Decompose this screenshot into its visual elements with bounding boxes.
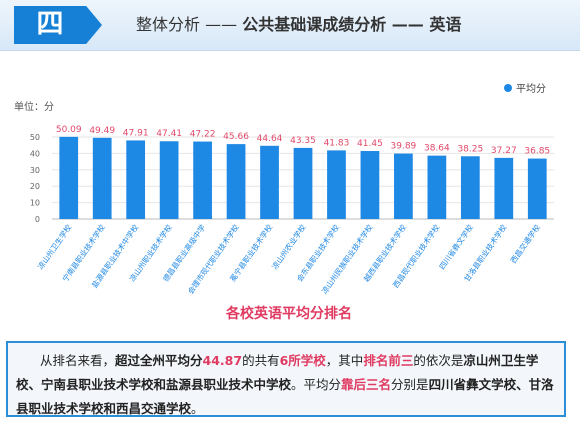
data-label: 38.64 — [424, 144, 450, 154]
unit-label: 单位：分 — [14, 100, 54, 113]
bar — [193, 141, 212, 219]
summary-bottom-three-label: 靠后三名 — [341, 377, 392, 392]
bar — [92, 137, 112, 219]
summary-box: 从排名来看，超过全州平均分44.87的共有6所学校，其中排名前三的依次是凉山州卫… — [6, 341, 566, 417]
summary-top-three-schools: 凉山州卫生学校、宁南县职业技术学校和盐源县职业技术中学校 — [16, 353, 539, 392]
bar — [427, 155, 447, 219]
summary-text-12: 分别是 — [391, 377, 429, 392]
summary-text-1: 从排名来看， — [40, 353, 116, 368]
summary-bottom-three-schools: 四川省彝文学校、甘洛县职业技术学校和西昌交通学校 — [16, 377, 554, 416]
bar — [159, 141, 179, 219]
bar — [360, 151, 380, 219]
data-label: 41.45 — [357, 139, 383, 149]
section-number: 四 — [36, 9, 64, 40]
bar — [126, 140, 146, 219]
x-category-label: 凉山州农业学校 — [269, 222, 308, 271]
bar-chart: 单位：分平均分0102030405050.09凉山州卫生学校49.49宁南县职业… — [14, 83, 554, 322]
x-category-label: 四川省彝文学校 — [437, 222, 476, 271]
section-header: 四 整体分析 —— 公共基础课成绩分析 —— 英语 — [0, 0, 580, 51]
y-tick-label: 10 — [30, 199, 40, 208]
bar — [260, 145, 279, 219]
legend-label: 平均分 — [516, 83, 546, 95]
summary-text-4: 的共有 — [242, 353, 280, 368]
bar — [59, 136, 79, 219]
data-label: 37.27 — [491, 146, 517, 156]
data-label: 38.25 — [457, 144, 483, 154]
data-label: 49.49 — [89, 126, 115, 136]
data-label: 50.09 — [56, 125, 82, 135]
data-label: 36.85 — [524, 147, 550, 157]
bar — [527, 158, 547, 219]
chart-title: 各校英语平均分排名 — [225, 305, 352, 322]
data-label: 47.41 — [156, 129, 182, 139]
bar — [226, 144, 246, 219]
title-main: 公共基础课成绩分析 —— 英语 — [242, 15, 462, 34]
y-tick-label: 20 — [30, 182, 40, 191]
y-tick-label: 40 — [30, 149, 40, 158]
data-label: 44.64 — [257, 134, 283, 144]
data-label: 47.22 — [190, 130, 216, 140]
summary-school-count: 6所学校 — [279, 353, 326, 368]
summary-text-6: ，其中 — [325, 353, 364, 368]
summary-text-8: 的依次是 — [413, 353, 464, 368]
title-prefix: 整体分析 —— — [136, 15, 243, 34]
summary-text-14: 。 — [191, 401, 204, 416]
summary-text-10: 。平均分 — [291, 377, 342, 392]
chart-panel: 单位：分 平均分 0 10 20 30 40 50 50.09 凉山州卫生学校 49.49 宁南县职业… — [14, 66, 562, 328]
x-category-label: 西昌交通学校 — [508, 222, 542, 265]
data-label: 43.35 — [290, 136, 316, 146]
x-category-label: 凉山州卫生学校 — [35, 222, 74, 271]
bar — [494, 157, 514, 219]
data-label: 41.83 — [324, 138, 350, 148]
y-tick-label: 50 — [30, 133, 40, 142]
data-label: 47.91 — [123, 128, 149, 138]
page-title: 整体分析 —— 公共基础课成绩分析 —— 英语 — [136, 13, 461, 37]
summary-top-three-label: 排名前三 — [363, 353, 414, 368]
summary-text-2: 超过全州平均分 — [115, 353, 203, 368]
y-tick-label: 30 — [30, 166, 40, 175]
bar — [460, 156, 480, 219]
bar — [327, 150, 346, 219]
summary-average-value: 44.87 — [202, 353, 243, 368]
data-label: 39.89 — [391, 142, 417, 152]
bar — [394, 153, 413, 219]
legend-marker — [504, 84, 512, 92]
data-label: 45.66 — [223, 132, 249, 142]
bar — [293, 147, 313, 219]
section-number-badge: 四 — [14, 6, 102, 44]
y-tick-label: 0 — [35, 215, 40, 224]
